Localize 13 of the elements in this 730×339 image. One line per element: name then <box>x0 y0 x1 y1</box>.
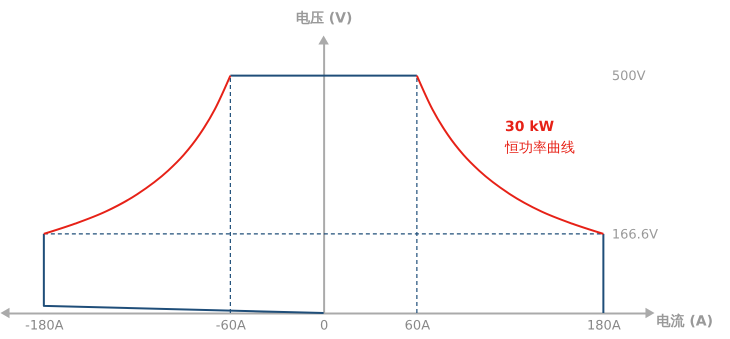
line-series <box>42 74 232 235</box>
annotation: 恒功率曲线 <box>504 140 575 156</box>
x-tick-label: 60A <box>404 318 430 334</box>
x-tick-label: -180A <box>25 318 64 334</box>
x-tick-label: 180A <box>587 318 621 334</box>
x-axis-title: 电流 (A) <box>656 312 714 330</box>
line-series <box>416 74 604 235</box>
y-axis-title: 电压 (V) <box>296 10 352 26</box>
annotation: 30 kW <box>505 119 554 135</box>
x-tick-label: -60A <box>216 318 246 334</box>
y-tick-label: 166.6V <box>612 227 658 242</box>
y-tick-label: 500V <box>612 69 646 84</box>
x-tick-label: 0 <box>320 318 328 334</box>
